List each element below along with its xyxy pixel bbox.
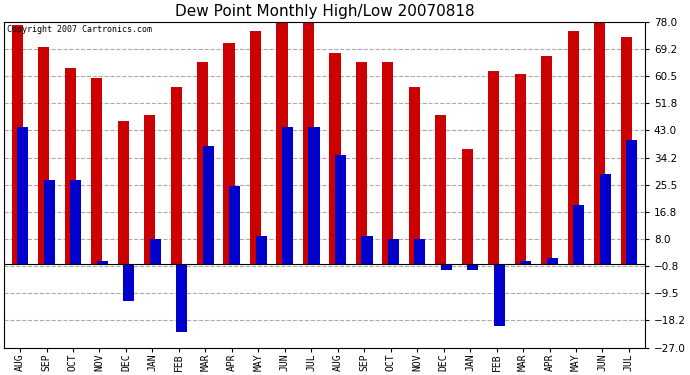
Bar bbox=[382, 62, 393, 264]
Bar bbox=[494, 264, 505, 326]
Bar bbox=[388, 239, 399, 264]
Bar bbox=[408, 87, 420, 264]
Bar bbox=[573, 205, 584, 264]
Bar bbox=[123, 264, 135, 301]
Bar bbox=[250, 31, 261, 264]
Bar bbox=[489, 71, 500, 264]
Title: Dew Point Monthly High/Low 20070818: Dew Point Monthly High/Low 20070818 bbox=[175, 4, 474, 19]
Bar bbox=[197, 62, 208, 264]
Bar bbox=[329, 53, 340, 264]
Bar bbox=[335, 155, 346, 264]
Bar bbox=[441, 264, 452, 270]
Bar bbox=[362, 236, 373, 264]
Bar bbox=[38, 46, 49, 264]
Bar bbox=[308, 127, 319, 264]
Bar bbox=[282, 127, 293, 264]
Bar bbox=[170, 87, 181, 264]
Bar bbox=[97, 261, 108, 264]
Bar bbox=[229, 186, 240, 264]
Bar bbox=[600, 174, 611, 264]
Bar bbox=[356, 62, 367, 264]
Bar bbox=[224, 44, 235, 264]
Bar bbox=[277, 22, 288, 264]
Bar bbox=[70, 180, 81, 264]
Text: Copyright 2007 Cartronics.com: Copyright 2007 Cartronics.com bbox=[8, 25, 152, 34]
Bar bbox=[43, 180, 55, 264]
Bar bbox=[176, 264, 187, 332]
Bar bbox=[541, 56, 552, 264]
Bar bbox=[12, 25, 23, 264]
Bar bbox=[415, 239, 426, 264]
Bar bbox=[91, 78, 102, 264]
Bar bbox=[144, 115, 155, 264]
Bar bbox=[462, 149, 473, 264]
Bar bbox=[255, 236, 266, 264]
Bar bbox=[303, 22, 314, 264]
Bar bbox=[520, 261, 531, 264]
Bar bbox=[117, 121, 129, 264]
Bar bbox=[568, 31, 579, 264]
Bar bbox=[515, 75, 526, 264]
Bar bbox=[65, 68, 76, 264]
Bar bbox=[546, 258, 558, 264]
Bar bbox=[203, 146, 214, 264]
Bar bbox=[594, 22, 605, 264]
Bar bbox=[150, 239, 161, 264]
Bar bbox=[435, 115, 446, 264]
Bar bbox=[17, 127, 28, 264]
Bar bbox=[467, 264, 478, 270]
Bar bbox=[626, 140, 638, 264]
Bar bbox=[620, 37, 632, 264]
